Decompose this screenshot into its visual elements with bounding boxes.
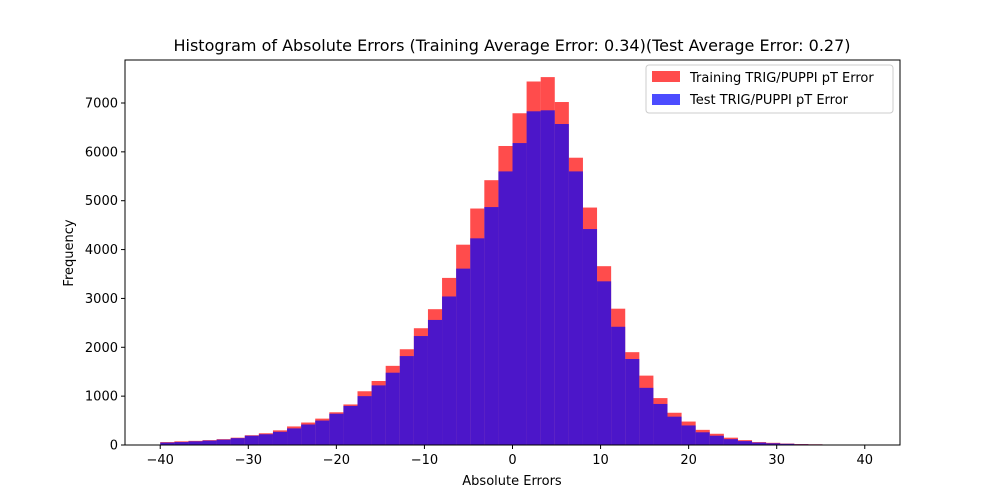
- test-bar-16: [385, 372, 400, 445]
- test-bar-7: [258, 434, 273, 445]
- test-bar-38: [695, 432, 710, 445]
- y-tick-label: 7000: [85, 96, 118, 111]
- legend-swatch-training: [652, 71, 680, 82]
- test-bar-13: [343, 405, 358, 445]
- test-bar-10: [301, 424, 316, 445]
- y-tick-label: 0: [110, 439, 118, 454]
- test-bar-2: [188, 441, 203, 445]
- y-tick-label: 4000: [85, 243, 118, 258]
- test-bar-42: [752, 442, 767, 445]
- test-bar-39: [709, 435, 724, 445]
- test-bar-23: [484, 207, 499, 445]
- legend-label-test: Test TRIG/PUPPI pT Error: [689, 93, 849, 108]
- test-bar-43: [766, 443, 781, 445]
- legend-frame: [645, 64, 894, 114]
- test-bar-37: [681, 425, 696, 445]
- test-bar-18: [413, 336, 428, 445]
- x-axis-label: Absolute Errors: [462, 474, 562, 489]
- x-tick-label: −40: [147, 453, 174, 468]
- test-bar-9: [287, 428, 302, 445]
- y-tick-label: 6000: [85, 145, 118, 160]
- y-tick-label: 5000: [85, 194, 118, 209]
- test-bar-35: [653, 403, 668, 445]
- test-bar-27: [540, 110, 555, 445]
- test-bar-6: [244, 435, 259, 445]
- x-tick-label: 20: [680, 453, 697, 468]
- test-bar-44: [780, 443, 795, 445]
- test-bar-1: [174, 442, 189, 445]
- test-bar-14: [357, 396, 372, 445]
- x-tick-label: −20: [323, 453, 350, 468]
- y-axis-label: Frequency: [62, 219, 77, 286]
- y-tick-label: 2000: [85, 341, 118, 356]
- legend-swatch-test: [652, 94, 680, 105]
- test-bar-32: [611, 326, 626, 445]
- x-tick-label: 30: [768, 453, 785, 468]
- test-bar-31: [597, 281, 612, 445]
- test-bar-4: [216, 439, 231, 445]
- x-tick-label: −30: [235, 453, 262, 468]
- test-bar-8: [272, 431, 288, 445]
- test-bar-28: [554, 124, 569, 445]
- y-tick-label: 3000: [85, 292, 118, 307]
- test-bar-20: [442, 296, 457, 445]
- test-bar-5: [230, 438, 245, 445]
- bars-group: [160, 77, 865, 446]
- test-bar-40: [723, 439, 738, 445]
- test-bar-12: [329, 413, 344, 445]
- test-bar-17: [399, 356, 414, 445]
- chart-title: Histogram of Absolute Errors (Training A…: [173, 36, 850, 55]
- test-bar-0: [160, 442, 175, 445]
- y-tick-label: 1000: [85, 390, 118, 405]
- test-bar-26: [526, 111, 541, 446]
- test-bar-30: [582, 229, 598, 445]
- test-bar-22: [470, 238, 485, 445]
- test-bar-25: [512, 143, 527, 445]
- test-bar-21: [456, 268, 471, 445]
- x-tick-label: 0: [508, 453, 516, 468]
- x-tick-label: −10: [411, 453, 438, 468]
- y-axis-ticks: 0 1000 2000 3000 4000 5000 6000 7000: [85, 96, 125, 454]
- legend: Training TRIG/PUPPI pT Error Test TRIG/P…: [645, 64, 894, 114]
- test-bar-24: [498, 171, 513, 445]
- x-tick-label: 10: [592, 453, 609, 468]
- test-bar-33: [625, 359, 640, 445]
- test-bar-11: [315, 420, 330, 445]
- test-bar-41: [737, 441, 753, 445]
- test-bar-36: [667, 416, 682, 445]
- x-axis-ticks: −40 −30 −20 −10 0 10 20 30 40: [147, 445, 873, 468]
- test-bar-19: [427, 319, 443, 445]
- test-bar-3: [202, 440, 217, 445]
- test-bar-15: [371, 385, 386, 445]
- test-bar-34: [639, 387, 654, 445]
- test-bar-29: [568, 171, 583, 445]
- legend-label-training: Training TRIG/PUPPI pT Error: [689, 71, 874, 86]
- x-tick-label: 40: [856, 453, 873, 468]
